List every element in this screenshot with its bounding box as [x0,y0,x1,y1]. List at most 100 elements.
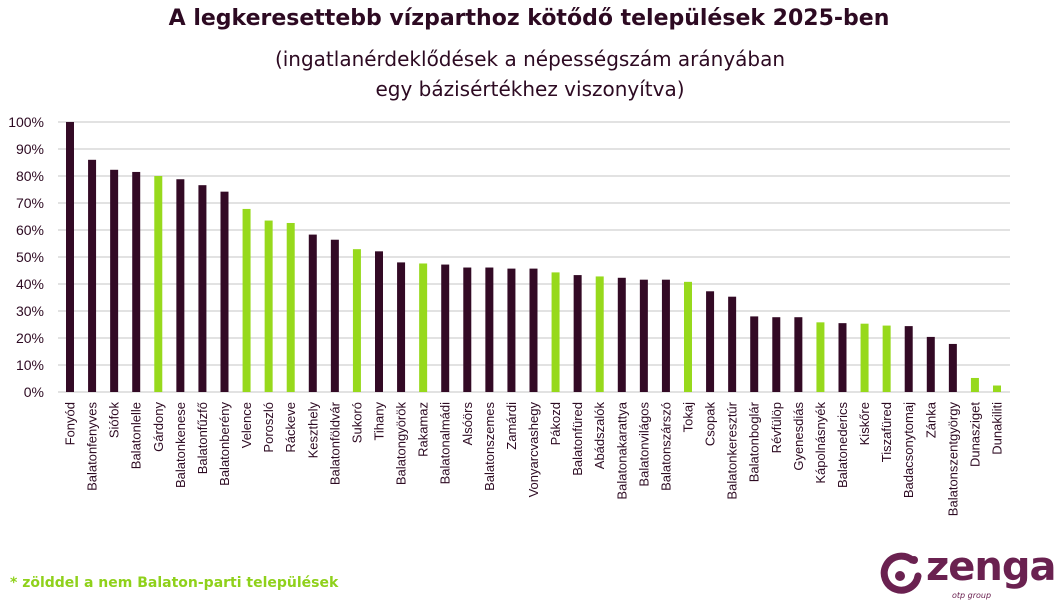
x-tick-label: Balatonlelle [129,402,144,469]
bar [794,317,803,392]
x-tick-label: Gárdony [151,402,166,452]
bar [882,325,891,392]
bar [595,276,604,392]
x-tick-label: Ráckeve [283,402,298,453]
x-tick-label: Balatonföldvár [327,401,342,485]
x-tick-label: Pákozd [548,402,563,445]
x-tick-label: Badacsonytomaj [901,402,916,498]
bar [264,220,273,392]
chart-subtitle: (ingatlanérdeklődések a népességszám ará… [274,47,786,101]
x-tick-label: Balatonvilágos [636,402,651,487]
x-tick-label: Dunakiliti [990,402,1005,455]
bar [838,323,847,392]
x-tick-label: Sukoró [349,402,364,443]
x-tick-label: Vonyarcvashegy [526,402,541,498]
bar [750,316,759,392]
bar [463,267,472,392]
bar [860,323,869,392]
bar [441,264,450,392]
bar [485,267,494,392]
bar [198,185,207,392]
x-tick-label: Alsóörs [460,402,475,446]
y-tick-label: 70% [16,195,44,211]
bar [242,208,251,392]
footnote: * zölddel a nem Balaton-parti települése… [10,575,339,591]
x-tick-label: Gyenesdiás [791,402,806,471]
x-tick-label: Balatonakarattya [614,401,629,499]
bar [507,268,516,392]
x-tick-label: Balatonederics [835,402,850,488]
x-tick-label: Csopak [703,402,718,447]
x-tick-label: Balatonszárszó [658,402,673,491]
bar [728,296,737,392]
bar [551,272,560,392]
bar [573,275,582,392]
bar [308,234,317,392]
x-tick-label: Balatonberény [217,402,232,486]
zenga-logo-icon [880,552,922,594]
bar [132,171,141,392]
x-tick-label: Balatongyörök [394,402,409,486]
bar [286,222,295,392]
logo-wordmark: zenga [926,544,1057,590]
bar [154,176,163,392]
x-tick-label: Rakamaz [416,402,431,457]
bar [617,277,626,392]
x-tick-label: Balatonkeresztúr [725,401,740,499]
y-tick-label: 90% [16,141,44,157]
bar [352,249,361,392]
x-tick-label: Poroszló [261,402,276,453]
y-tick-label: 20% [16,330,44,346]
x-tick-label: Balatonboglár [747,401,762,482]
y-tick-label: 0% [24,384,44,400]
x-tick-label: Kiskőre [857,402,872,445]
y-tick-label: 40% [16,276,44,292]
zenga-logo: zenga otp group [878,544,1057,600]
bar [970,377,979,392]
bar [926,336,935,392]
bar [66,122,74,392]
y-tick-label: 50% [16,249,44,265]
bar [397,262,406,392]
bar [993,385,1001,392]
bar [948,343,957,392]
bar [375,251,383,392]
bar [419,263,428,392]
x-tick-label: Tiszafüred [879,402,894,462]
x-tick-label: Tokaj [681,402,696,432]
bar [330,239,339,392]
bar [110,169,119,392]
y-tick-label: 30% [16,303,44,319]
logo-tagline: otp group [952,591,992,600]
bar [904,326,913,392]
y-tick-label: 80% [16,168,44,184]
bar [88,159,97,392]
bar [220,191,229,392]
x-tick-label: Balatonszemes [482,402,497,491]
x-tick-label: Zamárdi [504,402,519,450]
bar [816,322,825,392]
x-tick-label: Abádszalók [592,402,607,470]
x-tick-label: Kápolnásnyék [813,402,828,484]
x-tick-label: Velence [239,402,254,448]
chart-title: A legkeresettebb vízparthoz kötődő telep… [168,6,890,31]
x-tick-label: Siófok [107,402,122,439]
bar [684,281,692,392]
bar [772,317,781,392]
y-tick-label: 60% [16,222,44,238]
bar [639,279,648,392]
x-tick-label: Fonyód [63,402,78,445]
bar [529,268,538,392]
bar [706,291,715,392]
x-tick-label: Tihany [372,402,387,441]
x-tick-label: Balatonfűzfő [195,402,210,474]
bar [661,279,670,392]
x-tick-label: Keszthely [305,402,320,459]
x-tick-label: Dunasziget [967,402,982,467]
x-tick-label: Balatonalmádi [438,402,453,484]
x-tick-label: Balatonfüred [570,402,585,476]
x-tick-label: Balatonszentgyörgy [945,402,960,517]
x-tick-label: Révfülöp [769,402,784,453]
x-tick-label: Balatonfenyves [85,402,100,491]
